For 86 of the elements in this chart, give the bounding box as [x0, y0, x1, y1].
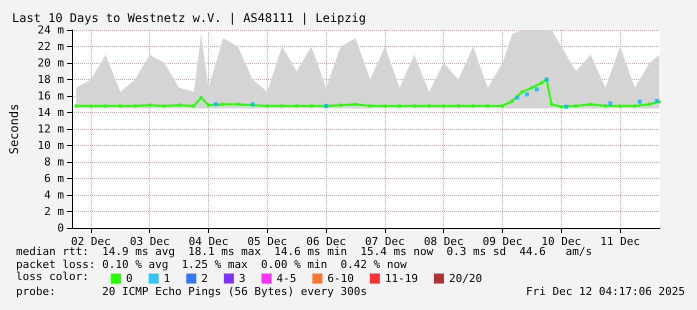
point [148, 104, 152, 107]
point [310, 104, 313, 108]
point [383, 104, 386, 108]
legend-title: loss color: [16, 270, 89, 283]
legend-label: 4-5 [276, 272, 296, 285]
point [339, 104, 342, 107]
y-tick-label: 24 m [38, 24, 64, 36]
point [295, 104, 298, 108]
point [192, 104, 196, 108]
point [486, 104, 490, 108]
x-tick-label: 11 Dec [600, 235, 640, 248]
y-tick-label: 0 [57, 222, 64, 234]
point [368, 104, 372, 108]
legend-label: 11-19 [384, 272, 418, 285]
point [574, 104, 578, 108]
point [104, 104, 108, 108]
point [654, 98, 659, 103]
point [638, 100, 642, 104]
point [540, 81, 544, 84]
point [564, 104, 568, 109]
point [412, 104, 416, 108]
y-axis-title: Seconds [7, 104, 21, 154]
point [89, 104, 92, 108]
point [118, 104, 122, 108]
point [280, 104, 284, 108]
point [472, 104, 475, 108]
point [398, 104, 402, 108]
point [618, 104, 622, 108]
point [520, 90, 524, 94]
y-tick-label: 12 m [38, 122, 64, 136]
legend-label: 6-10 [327, 272, 354, 285]
point [534, 87, 539, 92]
x-tick-label: 10 Dec [541, 235, 582, 248]
y-tick-label: 14 m [38, 106, 64, 119]
y-tick-label: 20 m [38, 56, 64, 70]
x-tick-label: 07 Dec [365, 235, 405, 248]
legend-label: 3 [238, 272, 246, 285]
point [510, 99, 514, 102]
point [207, 104, 210, 107]
point [236, 102, 240, 106]
point [442, 104, 446, 108]
point [501, 104, 504, 108]
text: packet loss: 0.10 % avg 1.25 % max 0.00 % min 0.42 % now [16, 258, 408, 271]
point [354, 102, 358, 106]
point [525, 92, 530, 96]
point [550, 102, 554, 106]
y-tick-label: 16 m [38, 90, 64, 102]
text: probe: 20 ICMP Echo Pings (56 Bytes) every 300s [16, 285, 367, 298]
text: Fri Dec 12 04:17:06 2025 [526, 285, 686, 298]
chart-title: Last 10 Days to Westnetz w.V. | AS48111 | Leipzig [12, 11, 366, 25]
point [428, 104, 431, 108]
y-tick-label: 2 m [44, 205, 64, 218]
x-tick-label: 06 Dec [306, 235, 346, 248]
y-tick-label: 10 m [38, 139, 64, 152]
point [456, 104, 460, 108]
y-tick-label: 6 m [44, 172, 64, 185]
x-tick-label: 03 Dec [130, 235, 170, 248]
point [560, 105, 563, 108]
point [633, 104, 636, 108]
text: median rtt: 14.9 ms avg 18.1 ms max 14.6 ms min 15.4 ms now 0.3 ms sd 44.6 am/s [16, 245, 592, 258]
x-tick-label: 08 Dec [424, 235, 464, 248]
point [222, 102, 225, 106]
legend-label: 1 [164, 272, 170, 285]
point [134, 104, 137, 108]
point [515, 96, 520, 100]
y-tick-label: 18 m [38, 73, 64, 86]
x-tick-label: 05 Dec [247, 235, 288, 248]
x-tick-label: 02 Dec [71, 235, 111, 248]
y-tick-label: 4 m [44, 188, 64, 202]
point [608, 101, 612, 106]
legend-label: 2 [201, 272, 208, 285]
point [74, 104, 78, 108]
point [214, 102, 218, 106]
point [648, 102, 652, 106]
point [604, 104, 607, 108]
point [589, 102, 592, 106]
y-tick-label: 22 m [38, 40, 64, 53]
x-tick-label: 09 Dec [482, 235, 522, 248]
y-tick-label: 8 m [44, 156, 64, 168]
point [162, 104, 166, 108]
point [178, 104, 181, 107]
point [530, 86, 534, 90]
legend-label: 20/20 [448, 272, 482, 285]
legend-label: 0 [126, 272, 133, 285]
x-tick-label: 04 Dec [188, 235, 228, 248]
point [266, 104, 269, 108]
